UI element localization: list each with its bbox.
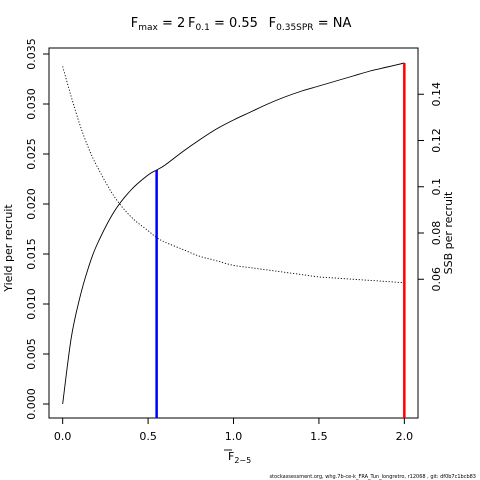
y-left-tick-label: 0.035 xyxy=(25,38,38,70)
footer-note: stockassessment.org, whg.7b-ce-k_FRA_Tun… xyxy=(269,474,476,480)
y-axis-right: 0.06 0.08 0.1 0.12 0.14 xyxy=(418,82,443,292)
y-left-tick-label: 0.005 xyxy=(25,338,38,370)
x-axis: 0.0 0.5 1.0 1.5 2.0 xyxy=(54,418,413,443)
x-tick-label: 1.5 xyxy=(310,430,328,443)
y-right-tick-label: 0.06 xyxy=(430,267,443,292)
y-left-tick-label: 0.030 xyxy=(25,88,38,120)
y-axis-right-label: SSB per recruit xyxy=(442,191,455,274)
y-right-tick-label: 0.08 xyxy=(430,221,443,246)
title-fmax: Fmax = 2 xyxy=(131,16,186,33)
y-right-tick-label: 0.1 xyxy=(430,178,443,196)
y-right-tick-label: 0.12 xyxy=(430,128,443,153)
y-left-tick-label: 0.015 xyxy=(25,238,38,270)
y-left-tick-label: 0.020 xyxy=(25,188,38,220)
series-layer xyxy=(62,62,405,405)
x-tick-label: 0.0 xyxy=(54,430,72,443)
y-left-tick-label: 0.025 xyxy=(25,138,38,170)
y-right-tick-label: 0.14 xyxy=(430,82,443,107)
y-left-tick-label: 0.010 xyxy=(25,288,38,320)
title-fspr: F0.35SPR = NA xyxy=(269,16,352,33)
x-axis-label-text: F2−5 xyxy=(228,450,251,465)
x-tick-label: 2.0 xyxy=(396,430,414,443)
y-axis-left: 0.000 0.005 0.010 0.015 0.020 0.025 0.030 0.035 xyxy=(25,38,49,420)
x-axis-label: F2−5 xyxy=(224,449,251,465)
y-left-tick-label: 0.000 xyxy=(25,388,38,420)
y-axis-left-label: Yield per recruit xyxy=(2,204,15,293)
reference-lines xyxy=(155,63,406,418)
chart-title: Fmax = 2 F0.1 = 0.55 F0.35SPR = NA xyxy=(131,16,352,33)
series-sspr-line xyxy=(62,66,405,284)
x-tick-label: 1.0 xyxy=(225,430,243,443)
x-tick-label: 0.5 xyxy=(139,430,157,443)
plot-frame xyxy=(48,47,419,419)
title-f01: F0.1 = 0.55 xyxy=(188,16,258,33)
series-ypr-line xyxy=(62,62,405,405)
